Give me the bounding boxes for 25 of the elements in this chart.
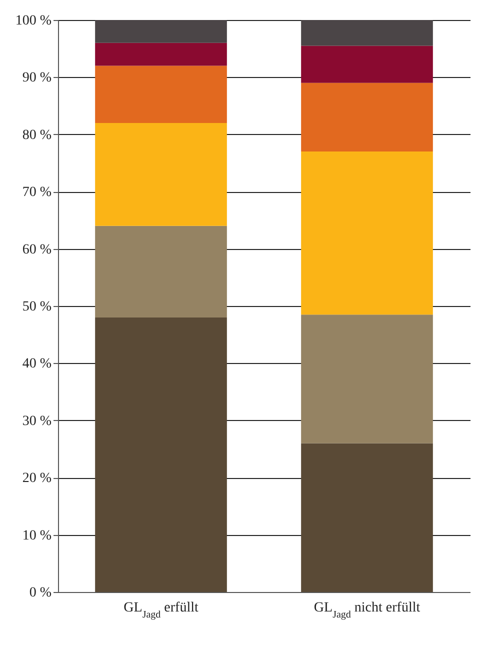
bar [95,122,227,226]
y-tick-label: 80 % [22,128,52,143]
bar [301,46,433,83]
y-tick-label: 60 % [22,242,52,258]
bar [301,20,433,46]
x-tick-label: GL$_{Jagd}$ nicht erfüllt [314,600,420,620]
x-tick-label: GL$_{Jagd}$ erfüllt [124,600,198,620]
bar [95,226,227,318]
bar [95,42,227,66]
bar [301,443,433,592]
bar [301,152,433,315]
y-tick-label: 30 % [22,414,52,429]
bar [95,317,227,592]
y-tick-label: 90 % [22,70,52,86]
y-tick-label: 20 % [22,471,52,486]
y-tick-label: 100 % [15,14,52,28]
bar [301,82,433,152]
y-tick-label: 70 % [22,185,52,200]
y-tick-label: 10 % [22,528,52,544]
y-tick-label: 40 % [22,356,52,372]
bar [301,314,433,444]
bar [95,66,227,123]
bar [95,20,227,43]
y-tick-label: 0 % [29,586,52,600]
y-tick-label: 50 % [22,300,52,314]
